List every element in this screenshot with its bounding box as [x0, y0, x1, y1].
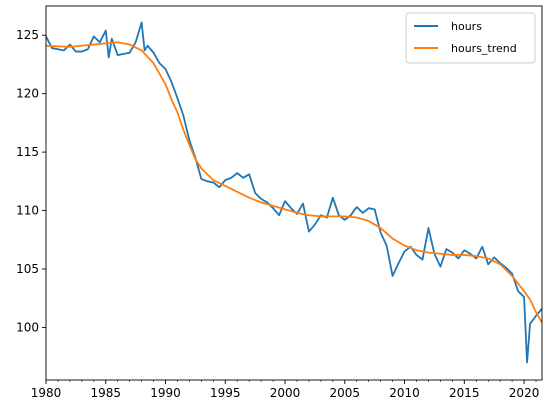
plot-area: [46, 6, 542, 380]
y-tick-label: 110: [16, 204, 39, 218]
y-tick-label: 115: [16, 145, 39, 159]
x-tick-label: 2005: [330, 386, 361, 400]
x-axis: 1980 1985 1990 1995 2000 2005 2010 2015 2020: [31, 380, 540, 400]
plot-frame: [45, 5, 543, 381]
y-axis: 100 105 110 115 120 125: [16, 28, 46, 334]
legend-label-hours: hours: [451, 20, 482, 33]
x-tick-label: 2020: [509, 386, 540, 400]
x-tick-label: 1990: [150, 386, 181, 400]
x-tick-label: 2000: [270, 386, 301, 400]
legend: hours hours_trend: [405, 12, 536, 64]
y-tick-label: 125: [16, 28, 39, 42]
series-line-hours-trend: [46, 41, 542, 324]
x-tick-label: 2010: [389, 386, 420, 400]
y-tick-label: 100: [16, 320, 39, 334]
y-tick-label: 105: [16, 262, 39, 276]
x-tick-label: 1980: [31, 386, 62, 400]
series-line-hours: [46, 21, 542, 364]
legend-label-hours-trend: hours_trend: [451, 42, 517, 55]
x-tick-label: 1985: [90, 386, 121, 400]
series-layer: [46, 21, 542, 364]
legend-box: [405, 12, 536, 64]
y-tick-label: 120: [16, 87, 39, 101]
x-tick-label: 2015: [449, 386, 480, 400]
x-tick-label: 1995: [210, 386, 241, 400]
